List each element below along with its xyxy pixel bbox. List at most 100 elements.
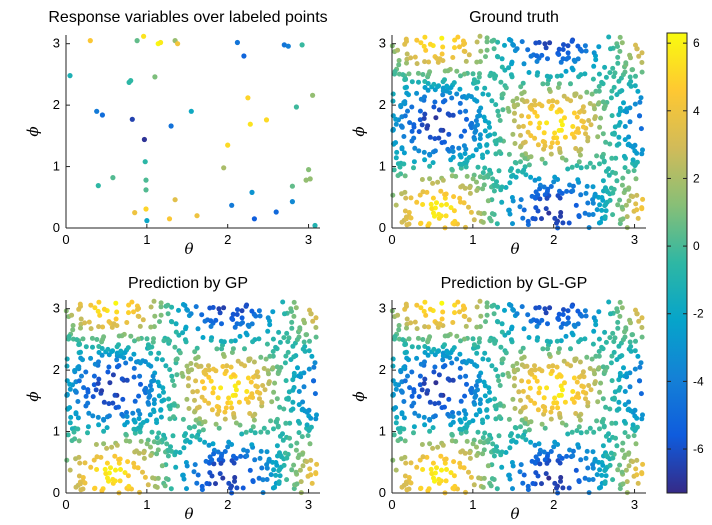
- data-point: [455, 34, 461, 40]
- data-point: [411, 122, 417, 128]
- data-point: [512, 375, 517, 381]
- data-point: [612, 389, 618, 395]
- data-point: [507, 211, 513, 217]
- data-point: [260, 383, 266, 388]
- data-point: [93, 442, 99, 447]
- data-point: [136, 416, 142, 422]
- data-point: [472, 124, 478, 130]
- data-point: [546, 364, 552, 369]
- data-point: [590, 212, 596, 217]
- data-point: [540, 346, 546, 352]
- data-point: [545, 346, 551, 352]
- data-point: [234, 39, 240, 46]
- data-point: [640, 412, 645, 418]
- y-tick-label: 2: [53, 97, 60, 112]
- x-tick-label: 0: [62, 232, 69, 247]
- data-point: [89, 335, 95, 341]
- data-point: [518, 462, 524, 468]
- data-point: [281, 462, 287, 468]
- data-point: [493, 367, 499, 373]
- data-point: [232, 338, 238, 344]
- data-point: [555, 350, 561, 355]
- data-point: [582, 336, 588, 342]
- data-point: [599, 472, 605, 478]
- data-point: [573, 91, 579, 97]
- data-point: [285, 349, 291, 355]
- data-point: [635, 215, 641, 221]
- data-point: [422, 85, 428, 90]
- data-point: [615, 54, 621, 60]
- data-point: [193, 304, 199, 310]
- data-point: [580, 369, 586, 375]
- data-point: [177, 450, 183, 455]
- data-point: [228, 485, 233, 491]
- data-point: [307, 176, 313, 182]
- data-point: [476, 373, 482, 379]
- data-point: [313, 315, 319, 321]
- data-point: [527, 370, 533, 376]
- data-point: [598, 484, 604, 490]
- data-point: [532, 374, 538, 380]
- data-point: [462, 128, 468, 134]
- data-point: [542, 425, 548, 431]
- data-point: [174, 372, 180, 378]
- data-point: [579, 48, 585, 54]
- data-point: [619, 40, 625, 46]
- data-point: [626, 134, 632, 140]
- data-point: [569, 396, 575, 402]
- data-point: [390, 356, 396, 362]
- data-point: [306, 348, 312, 354]
- data-point: [114, 442, 120, 448]
- data-point: [576, 339, 582, 345]
- data-point: [296, 389, 302, 394]
- y-tick-label: 0: [379, 485, 386, 500]
- data-point: [422, 359, 427, 365]
- data-point: [460, 94, 465, 100]
- data-point: [192, 409, 197, 415]
- data-point: [534, 53, 540, 59]
- data-point: [225, 444, 231, 450]
- data-point: [64, 363, 70, 369]
- data-point: [477, 378, 483, 383]
- data-point: [587, 366, 593, 371]
- data-point: [194, 434, 199, 440]
- data-point: [451, 194, 457, 200]
- data-point: [193, 378, 199, 384]
- data-point: [627, 384, 633, 390]
- data-point: [395, 312, 401, 318]
- x-tick-label: 3: [305, 232, 312, 247]
- data-point: [256, 336, 262, 342]
- data-point: [620, 216, 626, 222]
- data-point: [313, 416, 319, 422]
- data-point: [290, 343, 296, 349]
- data-point: [444, 467, 449, 472]
- data-point: [126, 483, 132, 489]
- data-point: [484, 407, 490, 413]
- data-point: [466, 317, 472, 323]
- data-point: [480, 170, 486, 176]
- data-point: [228, 364, 234, 370]
- data-point: [474, 363, 480, 369]
- data-point: [585, 465, 591, 471]
- data-point: [144, 418, 150, 424]
- data-point: [265, 429, 271, 435]
- data-point: [209, 407, 215, 413]
- y-tick-label: 2: [379, 362, 386, 377]
- data-point: [166, 403, 172, 409]
- y-tick-label: 0: [53, 220, 60, 235]
- data-point: [517, 204, 523, 210]
- data-point: [461, 71, 467, 77]
- data-point: [199, 394, 205, 400]
- data-point: [637, 378, 643, 384]
- data-point: [124, 414, 130, 419]
- data-point: [630, 157, 636, 163]
- data-point: [402, 438, 408, 444]
- data-point: [422, 94, 427, 100]
- data-point: [571, 322, 577, 328]
- data-point: [236, 399, 242, 405]
- data-point: [442, 363, 448, 369]
- data-point: [624, 109, 630, 115]
- data-point: [427, 428, 433, 434]
- data-point: [583, 455, 589, 461]
- data-point: [560, 485, 566, 491]
